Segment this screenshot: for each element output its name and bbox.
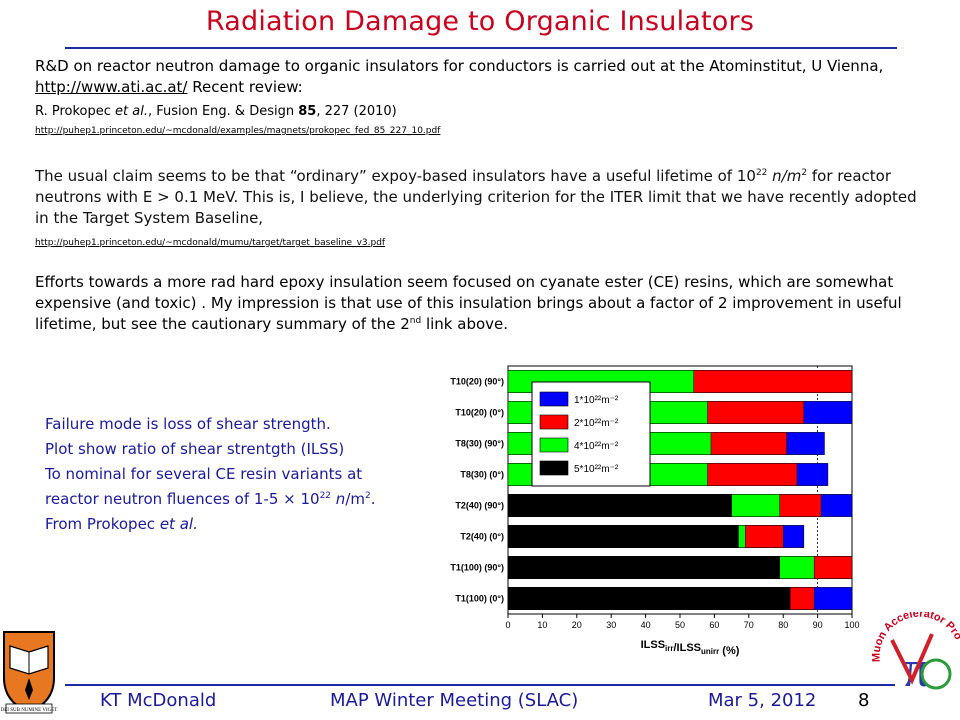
intro-text: R&D on reactor neutron damage to organic… [35,57,884,75]
slide-title: Radiation Damage to Organic Insulators [205,6,755,37]
category-label: T10(20) (90°) [450,377,504,387]
ref-authors: R. Prokopec [35,104,116,119]
atominstitut-link[interactable]: http://www.ati.ac.at/ [35,78,188,96]
category-label: T8(30) (90°) [455,439,504,449]
ilss-chart-svg: T10(20) (90°) T10(20) (0°) T8(30) (90°) T8(… [450,365,860,657]
x-tick-label: 10 [537,620,547,630]
bar-6-3 [507,556,781,579]
title-underline [65,47,897,49]
footer-rule [65,684,895,686]
footer-page-number: 8 [858,690,870,711]
legend-swatch [539,460,569,476]
intro-tail: Recent review: [187,78,303,96]
failure-l4b: n [331,490,346,508]
footer-date: Mar 5, 2012 [708,690,817,711]
intro-paragraph: R&D on reactor neutron damage to organic… [35,56,935,98]
ce-resin-paragraph: Efforts towards a more rad hard epoxy in… [35,272,935,335]
legend-label: 4*10²²m⁻² [574,441,619,452]
category-label: T8(30) (0°) [460,470,504,480]
failure-l5b: et al. [159,515,198,533]
bar-5-3 [507,525,739,548]
category-label: T1(100) (0°) [455,594,504,604]
failure-l4c: /m [345,490,365,508]
failure-line-4: reactor neutron fluences of 1-5 × 1022 n… [45,487,445,512]
seal-motto: DEI SUB NUMINE VIGET [1,708,58,713]
legend-label: 5*10²²m⁻² [574,464,619,475]
failure-l5a: From Prokopec [45,515,160,533]
failure-l4d: . [370,490,376,508]
legend-swatch [539,391,569,407]
ce-text-a: Efforts towards a more rad hard epoxy in… [35,273,902,333]
category-label: T10(20) (0°) [455,408,504,418]
x-tick-label: 20 [572,620,582,630]
ref-etal: et al. [115,104,148,119]
failure-l4a: reactor neutron fluences of 1-5 × 10 [45,490,320,508]
x-tick-label: 100 [844,620,859,630]
lifetime-text-c: for reactor neutrons with E > 0.1 MeV. T… [35,167,917,227]
target-baseline-link[interactable]: http://puhep1.princeton.edu/~mcdonald/mu… [35,238,386,248]
lifetime-exp: 22 [755,168,768,178]
legend-swatch [539,437,569,453]
lifetime-text-a: The usual claim seems to be that “ordina… [35,167,756,185]
x-axis-label: ILSSirr/ILSSunirr (%) [641,639,740,657]
x-tick-label: 90 [813,620,823,630]
ce-text-b: link above. [421,315,509,333]
failure-line-3: To nominal for several CE resin variants… [45,465,363,483]
category-label: T1(100) (90°) [450,563,504,573]
legend-label: 1*10²²m⁻² [574,395,619,406]
ilss-bar-chart: T10(20) (90°) T10(20) (0°) T8(30) (90°) T8(… [420,362,860,662]
category-label: T2(40) (90°) [455,501,504,511]
x-tick-label: 30 [606,620,616,630]
x-tick-label: 80 [778,620,788,630]
lifetime-paragraph: The usual claim seems to be that “ordina… [35,166,935,229]
reference-citation: R. Prokopec et al., Fusion Eng. & Design… [35,104,397,119]
x-tick-label: 0 [505,620,510,630]
legend-label: 2*10²²m⁻² [574,418,619,429]
lifetime-unit: n/m [767,167,802,185]
princeton-shield-icon: DEI SUB NUMINE VIGET [0,628,58,716]
x-tick-label: 60 [709,620,719,630]
failure-mode-note: Failure mode is loss of shear strength. … [45,412,445,537]
failure-line-1: Failure mode is loss of shear strength. [45,415,331,433]
prokopec-pdf-link[interactable]: http://puhep1.princeton.edu/~mcdonald/ex… [35,126,441,136]
ref-journal: , Fusion Eng. & Design [147,104,299,119]
bar-7-3 [507,587,791,610]
failure-l4exp: 22 [319,491,332,501]
failure-l4exp2: 2 [364,491,371,501]
ref-pages: , 227 (2010) [316,104,397,119]
failure-line-5: From Prokopec et al. [45,512,445,537]
ce-sup: nd [409,316,422,326]
muon-accelerator-program-logo: π Muon Accelerator Program [872,612,960,698]
x-tick-label: 50 [675,620,685,630]
footer-author: KT McDonald [100,690,217,711]
footer-meeting: MAP Winter Meeting (SLAC) [330,690,579,711]
x-tick-label: 40 [641,620,651,630]
category-label: T2(40) (0°) [460,532,504,542]
ref-volume: 85 [298,104,317,119]
x-tick-label: 70 [744,620,754,630]
legend-swatch [539,414,569,430]
lifetime-exp2: 2 [801,168,808,178]
bar-4-3 [507,494,732,517]
failure-line-2: Plot show ratio of shear strentgth (ILSS… [45,440,345,458]
